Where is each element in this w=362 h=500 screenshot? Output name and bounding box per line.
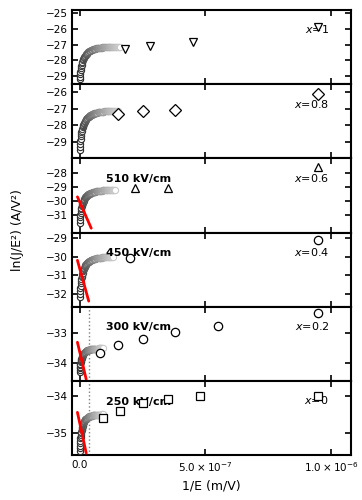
- Text: 250 kV/cm: 250 kV/cm: [106, 396, 171, 406]
- Text: $x$=0: $x$=0: [304, 394, 329, 406]
- Text: ln(J/E²) (A/V²): ln(J/E²) (A/V²): [11, 189, 24, 271]
- Text: $x$=0.2: $x$=0.2: [295, 320, 329, 332]
- Text: $x$=0.4: $x$=0.4: [294, 246, 329, 258]
- X-axis label: 1/E (m/V): 1/E (m/V): [182, 479, 241, 492]
- Text: 450 kV/cm: 450 kV/cm: [106, 248, 171, 258]
- Text: $x$=0.6: $x$=0.6: [294, 172, 329, 183]
- Text: $x$=0.8: $x$=0.8: [294, 98, 329, 110]
- Text: 300 kV/cm: 300 kV/cm: [106, 322, 171, 332]
- Text: 510 kV/cm: 510 kV/cm: [106, 174, 171, 184]
- Text: $x$=1: $x$=1: [305, 24, 329, 36]
